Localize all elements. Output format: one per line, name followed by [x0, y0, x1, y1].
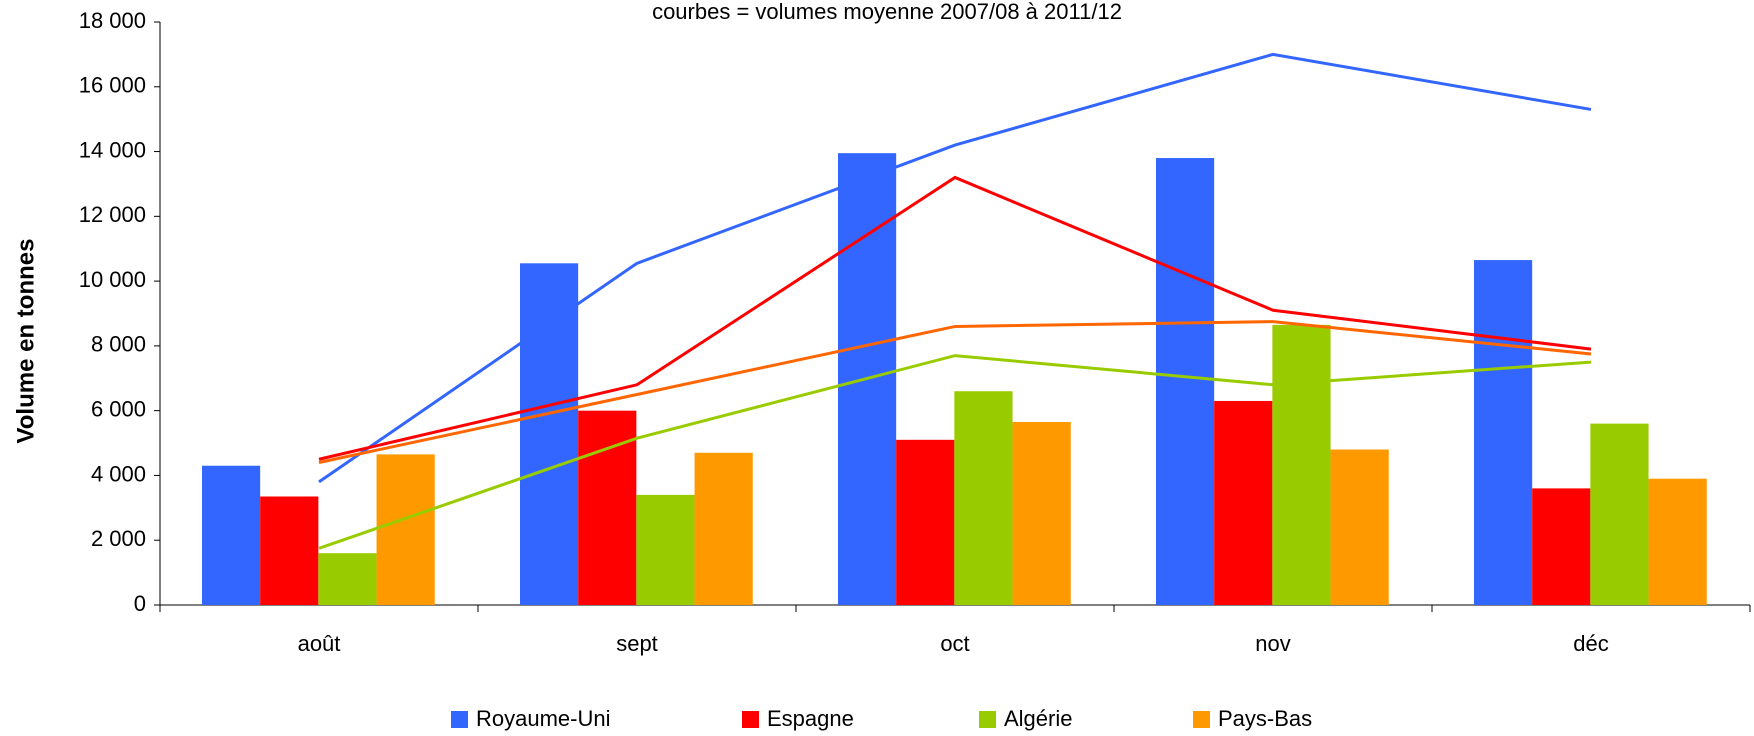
bar: [376, 454, 435, 605]
y-tick-label: 4 000: [91, 461, 146, 486]
bar: [519, 263, 579, 605]
bar: [578, 410, 637, 605]
bar: [1330, 449, 1389, 605]
y-tick-label: 0: [134, 591, 146, 616]
y-tick-label: 2 000: [91, 526, 146, 551]
average-line: [318, 354, 1592, 550]
bar: [318, 553, 377, 605]
legend-swatch: [1193, 711, 1210, 728]
y-tick-label: 18 000: [79, 8, 146, 33]
y-tick-label: 8 000: [91, 332, 146, 357]
bar: [1012, 422, 1071, 605]
x-tick-label: nov: [1255, 631, 1290, 656]
bar: [896, 439, 955, 605]
x-tick-label: août: [298, 631, 341, 656]
legend-label: Algérie: [1004, 706, 1072, 731]
x-tick-label: déc: [1573, 631, 1608, 656]
bar: [1155, 158, 1215, 606]
average-line: [318, 320, 1592, 464]
bar: [1532, 488, 1591, 605]
bar: [1648, 478, 1707, 605]
y-tick-label: 14 000: [79, 137, 146, 162]
bar: [1590, 423, 1649, 605]
legend-label: Pays-Bas: [1218, 706, 1312, 731]
y-tick-label: 12 000: [79, 202, 146, 227]
bar: [1272, 324, 1331, 605]
chart-title: courbes = volumes moyenne 2007/08 à 2011…: [652, 0, 1122, 24]
average-line: [318, 175, 1592, 461]
legend-swatch: [451, 711, 468, 728]
bar: [201, 465, 261, 605]
bar: [260, 496, 319, 605]
x-tick-label: oct: [940, 631, 969, 656]
bar: [1214, 400, 1273, 605]
average-line: [318, 52, 1592, 484]
bar: [636, 494, 695, 605]
legend-label: Royaume-Uni: [476, 706, 611, 731]
y-tick-label: 10 000: [79, 267, 146, 292]
x-tick-label: sept: [616, 631, 658, 656]
bar: [1473, 260, 1533, 605]
bar: [954, 391, 1013, 605]
legend-swatch: [979, 711, 996, 728]
y-axis-label: Volume en tonnes: [12, 239, 39, 444]
y-tick-label: 6 000: [91, 396, 146, 421]
y-tick-label: 16 000: [79, 73, 146, 98]
legend-swatch: [742, 711, 759, 728]
bar: [694, 452, 753, 605]
legend-label: Espagne: [767, 706, 854, 731]
